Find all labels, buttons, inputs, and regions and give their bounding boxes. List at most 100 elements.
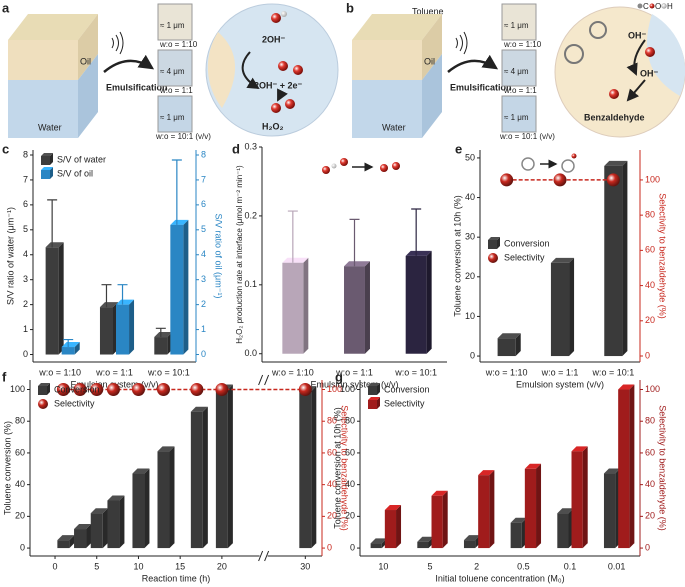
bar-side: [489, 470, 495, 549]
x-tick-label: w:o = 10:1: [147, 367, 190, 377]
sphere-marker: [298, 383, 312, 397]
legend-swatch: [41, 170, 50, 179]
panel-letter: g: [335, 369, 343, 384]
sphere-marker: [56, 383, 70, 397]
bar-side: [183, 219, 189, 355]
x-tick-label: 10: [378, 561, 388, 571]
x-tick-label: w:o = 1:10: [38, 367, 81, 377]
size-label: ≈ 4 μm: [160, 67, 185, 76]
y-tick-label: 80: [345, 416, 355, 426]
bar: [107, 500, 120, 549]
legend-swatch: [368, 397, 380, 400]
x-tick-label: w:o = 10:1: [394, 367, 437, 377]
y-tick-label: 40: [345, 479, 355, 489]
sphere-marker: [190, 383, 204, 397]
y2-tick-label: 5: [201, 224, 206, 234]
insets: [157, 3, 193, 133]
y-tick-label: 40: [15, 479, 25, 489]
sphere-marker: [131, 383, 145, 397]
bar-top: [524, 463, 542, 469]
y2-tick-label: 8: [201, 149, 206, 159]
bar: [497, 338, 516, 357]
legend-swatch: [50, 167, 53, 179]
y-tick-label: 0: [470, 350, 475, 360]
panel-letter: b: [346, 0, 354, 15]
bar-top: [604, 160, 628, 166]
bar-top: [370, 538, 387, 544]
bar: [417, 541, 429, 549]
y-tick-label: 0: [23, 349, 28, 359]
ratio-label: w:o = 1:10: [159, 40, 198, 49]
size-label: ≈ 1 μm: [160, 113, 185, 122]
ratio-label: w:o = 1:10: [503, 40, 542, 49]
bar-side: [119, 495, 125, 549]
legend-swatch: [377, 397, 380, 409]
bar: [190, 411, 203, 549]
y-tick-label: 20: [465, 271, 475, 281]
y2-tick-label: 100: [327, 384, 342, 394]
y2-tick-label: 0: [201, 349, 206, 359]
y2-tick-label: 40: [645, 280, 655, 290]
legend-swatch: [368, 383, 380, 386]
bar-top: [45, 242, 64, 248]
sphere-marker: [156, 383, 170, 397]
y2-tick-label: 60: [327, 447, 337, 457]
legend-swatch: [488, 237, 500, 240]
y-tick-label: 6: [23, 199, 28, 209]
y2-tick-label: 100: [645, 384, 660, 394]
y-tick-label: 0: [350, 542, 355, 552]
legend-swatch: [368, 400, 377, 409]
reaction-label: 2OH⁻ + 2e⁻: [254, 80, 303, 90]
axis-break: [258, 374, 270, 386]
oil-droplet: [207, 32, 236, 108]
error-bar: [349, 218, 360, 267]
legend-label: S/V of water: [57, 154, 106, 164]
y-axis-label: Toluene conversion at 10h (%): [452, 195, 462, 317]
bar: [157, 451, 170, 549]
bar: [524, 468, 537, 549]
oil-label: Oil: [424, 56, 435, 66]
bar-side: [227, 384, 233, 549]
bar-top: [384, 505, 402, 511]
panel-letter: e: [455, 141, 462, 156]
legend-label: O: [655, 2, 661, 11]
axis-break: [259, 550, 268, 562]
bar: [299, 391, 312, 549]
y2-tick-label: 2: [201, 299, 206, 309]
bar: [510, 522, 522, 549]
y-tick-label: 30: [465, 232, 475, 242]
x-tick-label: w:o = 1:10: [485, 367, 528, 377]
sphere-marker: [606, 173, 620, 187]
cube-top: [8, 14, 98, 40]
bar-top: [603, 468, 621, 474]
legend-label: Conversion: [54, 384, 100, 394]
sphere-marker: [106, 383, 120, 397]
sphere-marker: [90, 383, 104, 397]
bar: [571, 451, 583, 549]
bar-top: [510, 517, 527, 523]
bar: [618, 389, 630, 549]
legend-swatch: [488, 253, 498, 263]
bar-side: [442, 490, 448, 549]
error-bar: [101, 284, 112, 308]
legend-swatch: [41, 153, 53, 156]
water-label: Water: [38, 122, 62, 132]
bar: [132, 473, 145, 549]
bar-top: [344, 261, 370, 267]
y-axis-label: Toluene conversion (%): [2, 421, 12, 515]
x-tick-label: 2: [474, 561, 479, 571]
ultrasound: [111, 31, 124, 55]
y2-tick-label: 40: [327, 479, 337, 489]
y-tick-label: 2: [23, 299, 28, 309]
x-tick-label: 0.1: [564, 561, 577, 571]
y2-axis-label: Selectivity to benzaldehyde (%): [658, 405, 668, 531]
bar: [344, 266, 365, 354]
y-tick-label: 8: [23, 149, 28, 159]
bar-top: [154, 332, 173, 338]
size-label: ≈ 4 μm: [504, 67, 529, 76]
ratio-label: w:o = 1:1: [159, 86, 193, 95]
bar-side: [102, 508, 108, 549]
x-tick-label: 0: [53, 561, 58, 571]
legend-label: Selectivity: [504, 252, 545, 262]
